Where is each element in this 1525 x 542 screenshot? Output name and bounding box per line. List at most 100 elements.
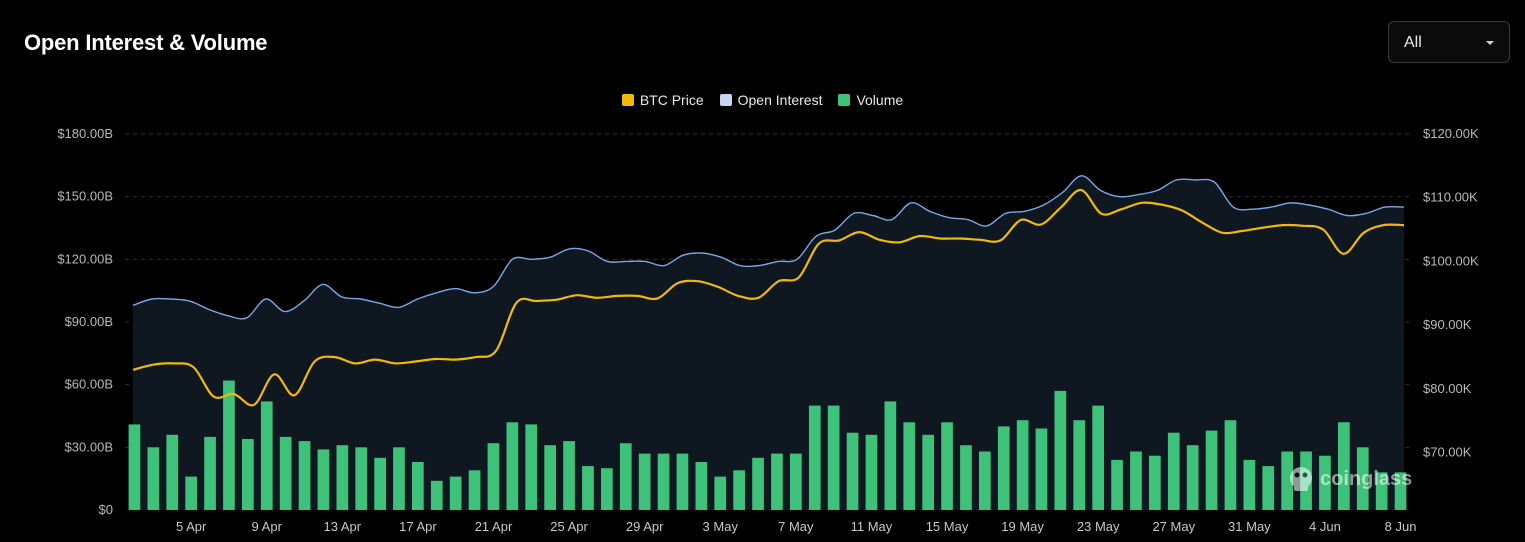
volume-bar: [298, 441, 311, 510]
y-right-tick-label: $80.00K: [1423, 381, 1472, 396]
y-right-tick-label: $120.00K: [1423, 126, 1479, 141]
volume-bar: [1092, 405, 1104, 510]
y-right-tick-label: $70.00K: [1423, 445, 1472, 460]
volume-bar-layer: [128, 380, 1407, 510]
volume-bar: [279, 436, 292, 510]
volume-bar: [1224, 420, 1237, 510]
y-left-tick-label: $0: [99, 502, 113, 517]
volume-bar: [960, 445, 972, 510]
volume-bar: [714, 476, 727, 510]
volume-bar: [676, 453, 689, 510]
volume-bar: [733, 470, 745, 510]
volume-bar: [1016, 420, 1029, 510]
watermark: coinglass: [1290, 467, 1412, 491]
volume-bar: [468, 470, 481, 510]
y-right-tick-label: $110.00K: [1423, 190, 1478, 205]
x-tick-label: 8 Jun: [1385, 519, 1417, 534]
legend-label-open-interest: Open Interest: [737, 92, 823, 108]
open-interest-area-layer: [132, 175, 1405, 510]
y-right-tick-label: $90.00K: [1423, 317, 1472, 332]
volume-bar: [1338, 422, 1350, 510]
x-tick-label: 19 May: [1001, 519, 1044, 534]
volume-bar: [506, 422, 519, 510]
volume-bar: [317, 449, 330, 510]
volume-bar: [922, 434, 934, 510]
volume-bar: [544, 445, 556, 510]
volume-bar: [903, 422, 916, 510]
x-tick-label: 29 Apr: [626, 519, 664, 534]
volume-bar: [1149, 455, 1161, 510]
volume-bar: [1205, 430, 1218, 510]
volume-bar: [412, 462, 424, 510]
x-tick-label: 3 May: [703, 519, 739, 534]
volume-bar: [827, 405, 840, 510]
volume-bar: [997, 426, 1010, 510]
volume-bar: [223, 380, 235, 510]
volume-bar: [657, 453, 670, 510]
volume-bar: [147, 447, 160, 510]
x-tick-label: 13 Apr: [324, 519, 362, 534]
volume-bar: [865, 434, 878, 510]
legend-swatch-volume: [838, 94, 851, 106]
x-tick-label: 17 Apr: [399, 519, 437, 534]
volume-bar: [1035, 428, 1048, 510]
volume-bar: [601, 468, 613, 510]
chevron-down-icon: [1486, 41, 1494, 45]
x-tick-label: 15 May: [926, 519, 969, 534]
open-interest-area: [133, 175, 1404, 510]
y-left-tick-label: $90.00B: [65, 314, 113, 329]
open-interest-line: [132, 175, 1405, 320]
volume-bar: [941, 422, 953, 510]
time-range-value: All: [1404, 34, 1422, 51]
volume-bar: [166, 434, 179, 510]
time-range-select[interactable]: All: [1388, 21, 1510, 63]
volume-bar: [808, 405, 821, 510]
btc-price-line: [132, 189, 1405, 407]
volume-bar: [1243, 459, 1256, 510]
volume-bar: [336, 445, 349, 510]
coinglass-logo-icon: [1290, 467, 1312, 491]
volume-bar: [884, 401, 897, 510]
volume-bar: [185, 476, 197, 510]
legend-item-open-interest[interactable]: Open Interest: [719, 92, 823, 108]
legend-item-volume[interactable]: Volume: [838, 92, 903, 108]
axis-layer: $0 $30.00B $60.00B $90.00B $120.00B $150.00B $…: [57, 126, 1479, 534]
volume-bar: [1111, 459, 1123, 510]
volume-bar: [1167, 432, 1180, 510]
x-tick-label: 31 May: [1228, 519, 1271, 534]
volume-bar: [638, 453, 651, 510]
volume-bar: [393, 447, 405, 510]
volume-bar: [1281, 451, 1293, 510]
y-left-tick-label: $120.00B: [57, 251, 113, 266]
volume-bar: [1262, 466, 1275, 510]
volume-bar: [846, 432, 859, 510]
volume-bar: [771, 453, 783, 510]
x-tick-label: 23 May: [1077, 519, 1120, 534]
volume-bar: [374, 457, 386, 510]
volume-bar: [1319, 455, 1331, 510]
y-left-tick-label: $180.00B: [57, 126, 113, 141]
chart-legend: BTC Price Open Interest Volume: [0, 92, 1525, 108]
volume-bar: [1054, 390, 1067, 510]
y-left-tick-label: $60.00B: [65, 377, 113, 392]
legend-item-btc-price[interactable]: BTC Price: [621, 92, 704, 108]
y-left-tick-label: $30.00B: [65, 439, 113, 454]
volume-bar: [563, 441, 575, 510]
legend-label-btc-price: BTC Price: [639, 92, 704, 108]
volume-bar: [790, 453, 802, 510]
x-tick-label: 27 May: [1152, 519, 1195, 534]
volume-bar: [695, 462, 708, 510]
x-tick-label: 9 Apr: [252, 519, 283, 534]
btc-price-line-layer: [132, 189, 1405, 407]
y-left-tick-label: $150.00B: [57, 189, 113, 204]
x-tick-label: 7 May: [778, 519, 814, 534]
volume-bar: [1130, 451, 1142, 510]
volume-bar: [430, 480, 443, 510]
volume-bar: [1375, 472, 1388, 510]
volume-bar: [619, 443, 632, 510]
volume-bar: [449, 476, 462, 510]
x-tick-label: 25 Apr: [550, 519, 588, 534]
volume-bar: [1356, 447, 1369, 510]
legend-swatch-open-interest: [719, 94, 732, 106]
